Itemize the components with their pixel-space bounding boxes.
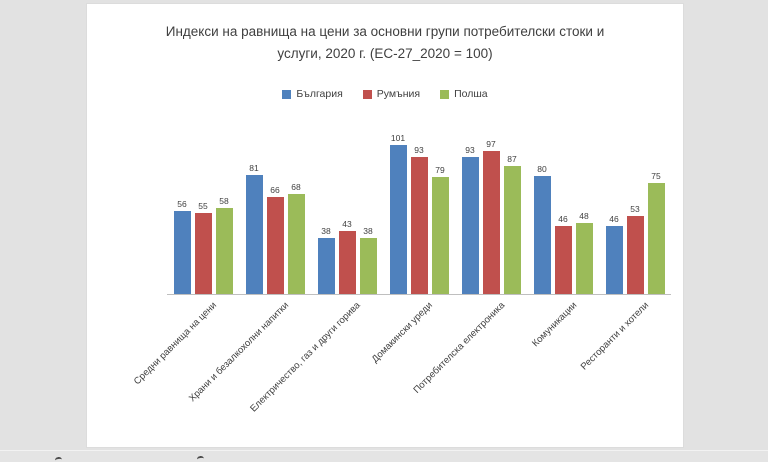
chart-legend: България Румъния Полша (87, 88, 683, 100)
bar-value-label: 75 (651, 170, 661, 181)
bar-value-label: 93 (414, 144, 424, 155)
bar-group: 56 55 58 (167, 122, 239, 294)
bar-value-label: 48 (579, 210, 589, 221)
bar-column: 93 (410, 144, 428, 294)
bar-column: 80 (533, 163, 551, 294)
bar-value-label: 81 (249, 162, 259, 173)
bar-value-label: 55 (198, 200, 208, 211)
bar-value-label: 53 (630, 203, 640, 214)
bar-България[interactable] (605, 226, 623, 294)
bar-group: 80 46 48 (527, 122, 599, 294)
bar-value-label: 68 (291, 181, 301, 192)
bar-column: 56 (173, 198, 191, 294)
clipped-glyph (54, 456, 63, 462)
bar-column: 55 (194, 200, 212, 294)
bar-value-label: 66 (270, 184, 280, 195)
bar-value-label: 97 (486, 138, 496, 149)
bar-column: 97 (482, 138, 500, 294)
bar-value-label: 38 (363, 225, 373, 236)
bar-column: 93 (461, 144, 479, 294)
bar-value-label: 79 (435, 164, 445, 175)
clipped-glyph (196, 455, 205, 462)
bar-value-label: 58 (219, 195, 229, 206)
bar-Полша[interactable] (359, 238, 377, 294)
bar-България[interactable] (461, 157, 479, 294)
bar-column: 53 (626, 203, 644, 294)
bottom-strip (0, 450, 768, 462)
legend-label-romania: Румъния (376, 88, 421, 100)
bar-Полша[interactable] (503, 166, 521, 294)
legend-label-bulgaria: България (296, 88, 343, 100)
bar-value-label: 80 (537, 163, 547, 174)
bar-България[interactable] (389, 145, 407, 294)
legend-swatch-romania (362, 89, 372, 99)
bar-column: 66 (266, 184, 284, 294)
bar-group: 101 93 79 (383, 122, 455, 294)
bar-column: 101 (389, 132, 407, 294)
bar-Румъния[interactable] (338, 231, 356, 294)
bar-Полша[interactable] (287, 194, 305, 294)
bar-group: 81 66 68 (239, 122, 311, 294)
bar-value-label: 46 (609, 213, 619, 224)
bar-Полша[interactable] (647, 183, 665, 294)
bar-column: 43 (338, 218, 356, 294)
legend-swatch-poland (440, 89, 450, 99)
bar-Румъния[interactable] (482, 151, 500, 294)
bar-value-label: 101 (390, 132, 406, 143)
chart-title-line1: Индекси на равнища на цени за основни гр… (165, 24, 605, 39)
chart-title: Индекси на равнища на цени за основни гр… (87, 21, 683, 64)
plot-area: 56 55 58 81 66 68 38 43 38 101 93 79 93 97 87 80 46 48 46 5… (167, 122, 671, 294)
legend-swatch-bulgaria (282, 89, 292, 99)
bar-column: 81 (245, 162, 263, 294)
bar-column: 58 (215, 195, 233, 294)
bar-Румъния[interactable] (554, 226, 572, 294)
bar-Румъния[interactable] (410, 157, 428, 294)
legend-label-poland: Полша (454, 88, 488, 100)
bar-Полша[interactable] (431, 177, 449, 294)
bar-column: 46 (605, 213, 623, 294)
bar-value-label: 43 (342, 218, 352, 229)
bar-Румъния[interactable] (266, 197, 284, 294)
bar-България[interactable] (317, 238, 335, 294)
bar-България[interactable] (173, 211, 191, 294)
bar-value-label: 56 (177, 198, 187, 209)
bar-column: 87 (503, 153, 521, 294)
bar-column: 46 (554, 213, 572, 294)
bar-България[interactable] (245, 175, 263, 294)
bar-column: 79 (431, 164, 449, 294)
bar-group: 46 53 75 (599, 122, 671, 294)
chart-title-line2: услуги, 2020 г. (ЕС-27_2020 = 100) (277, 45, 493, 61)
bar-group: 38 43 38 (311, 122, 383, 294)
legend-item-bulgaria[interactable]: България (282, 88, 343, 100)
bar-Румъния[interactable] (194, 213, 212, 294)
bar-column: 48 (575, 210, 593, 294)
bar-value-label: 93 (465, 144, 475, 155)
bar-value-label: 46 (558, 213, 568, 224)
bar-column: 38 (359, 225, 377, 294)
x-axis-line (167, 294, 671, 295)
bar-България[interactable] (533, 176, 551, 294)
bar-Полша[interactable] (215, 208, 233, 294)
bar-value-label: 87 (507, 153, 517, 164)
chart-panel[interactable]: Индекси на равнища на цени за основни гр… (86, 3, 684, 448)
legend-item-romania[interactable]: Румъния (362, 88, 421, 100)
bar-column: 75 (647, 170, 665, 294)
legend-item-poland[interactable]: Полша (440, 88, 488, 100)
bar-group: 93 97 87 (455, 122, 527, 294)
bar-column: 38 (317, 225, 335, 294)
bar-Полша[interactable] (575, 223, 593, 294)
bar-column: 68 (287, 181, 305, 294)
bar-value-label: 38 (321, 225, 331, 236)
bar-Румъния[interactable] (626, 216, 644, 294)
